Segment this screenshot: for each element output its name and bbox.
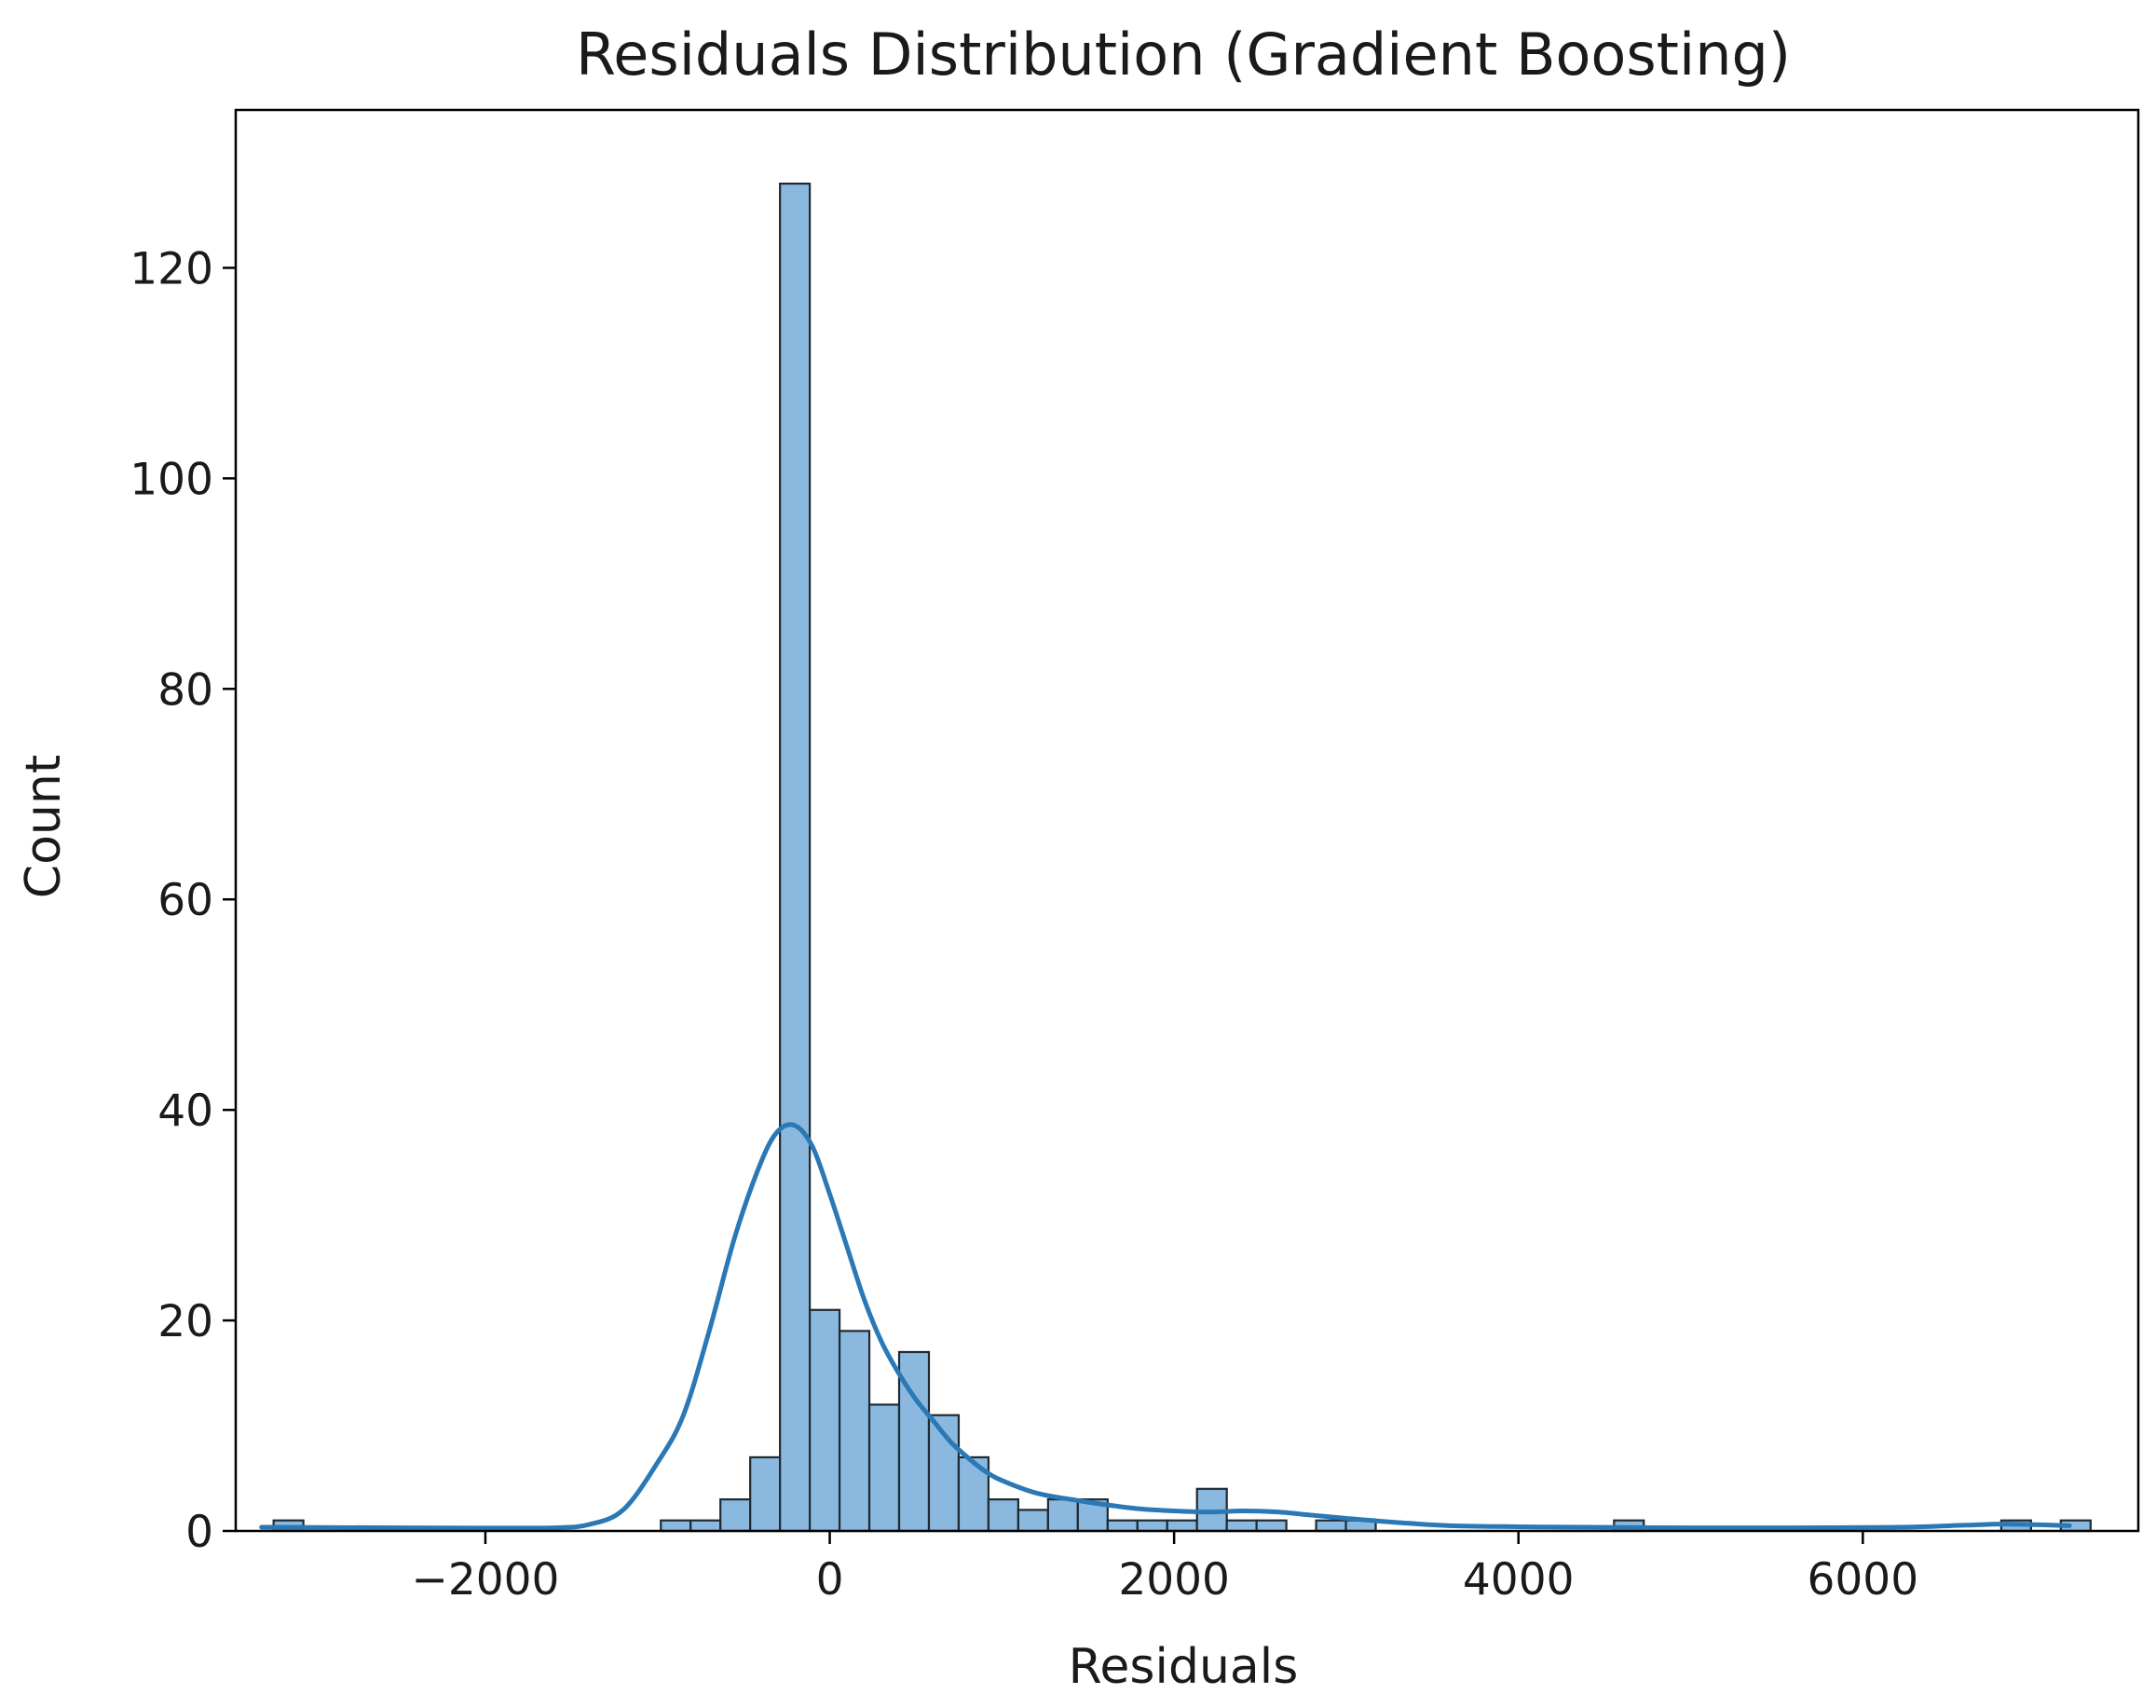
y-tick-label: 40 <box>157 1086 213 1137</box>
histogram-bar <box>660 1519 692 1533</box>
histogram-bar <box>987 1498 1019 1533</box>
histogram-bar <box>1255 1519 1288 1533</box>
histogram-bar <box>1225 1519 1258 1533</box>
y-tick-label: 60 <box>157 875 213 926</box>
tick-marks-and-labels: −2000 0 2000 4000 6000 0 20 40 60 80 100 120 <box>130 243 1918 1606</box>
y-tick-label: 20 <box>157 1296 213 1347</box>
histogram-bar <box>867 1403 901 1533</box>
histogram-bar <box>1046 1498 1079 1533</box>
histogram-bar <box>779 182 812 1533</box>
y-tick-label: 100 <box>130 454 213 505</box>
histogram-bars <box>272 182 2092 1533</box>
x-tick-label: 2000 <box>1118 1554 1230 1606</box>
histogram-bar <box>1136 1519 1168 1533</box>
x-axis-label: Residuals <box>1069 1639 1299 1695</box>
axes <box>234 108 2140 1533</box>
chart-title: Residuals Distribution (Gradient Boostin… <box>576 20 1791 89</box>
kde-curve-layer <box>259 1122 2072 1531</box>
plot-frame <box>234 108 2140 1533</box>
x-tick-label: 6000 <box>1808 1554 1919 1606</box>
histogram-bar <box>838 1330 871 1533</box>
x-tick-label: 0 <box>816 1554 844 1606</box>
histogram-bar <box>1315 1519 1347 1533</box>
histogram-bar <box>1106 1519 1139 1533</box>
x-tick-label: −2000 <box>411 1554 559 1606</box>
histogram-bar <box>689 1519 722 1533</box>
y-axis-label: Count <box>16 755 72 898</box>
x-tick-label: 4000 <box>1463 1554 1575 1606</box>
y-tick-label: 0 <box>185 1507 213 1558</box>
histogram-bar <box>1166 1519 1198 1533</box>
histogram-bar <box>809 1308 841 1533</box>
kde-curve <box>259 1122 2072 1531</box>
histogram-bar <box>1017 1509 1049 1533</box>
histogram-bar <box>749 1455 782 1533</box>
y-tick-label: 80 <box>157 664 213 716</box>
histogram-bar <box>719 1498 752 1533</box>
y-tick-label: 120 <box>130 243 213 294</box>
